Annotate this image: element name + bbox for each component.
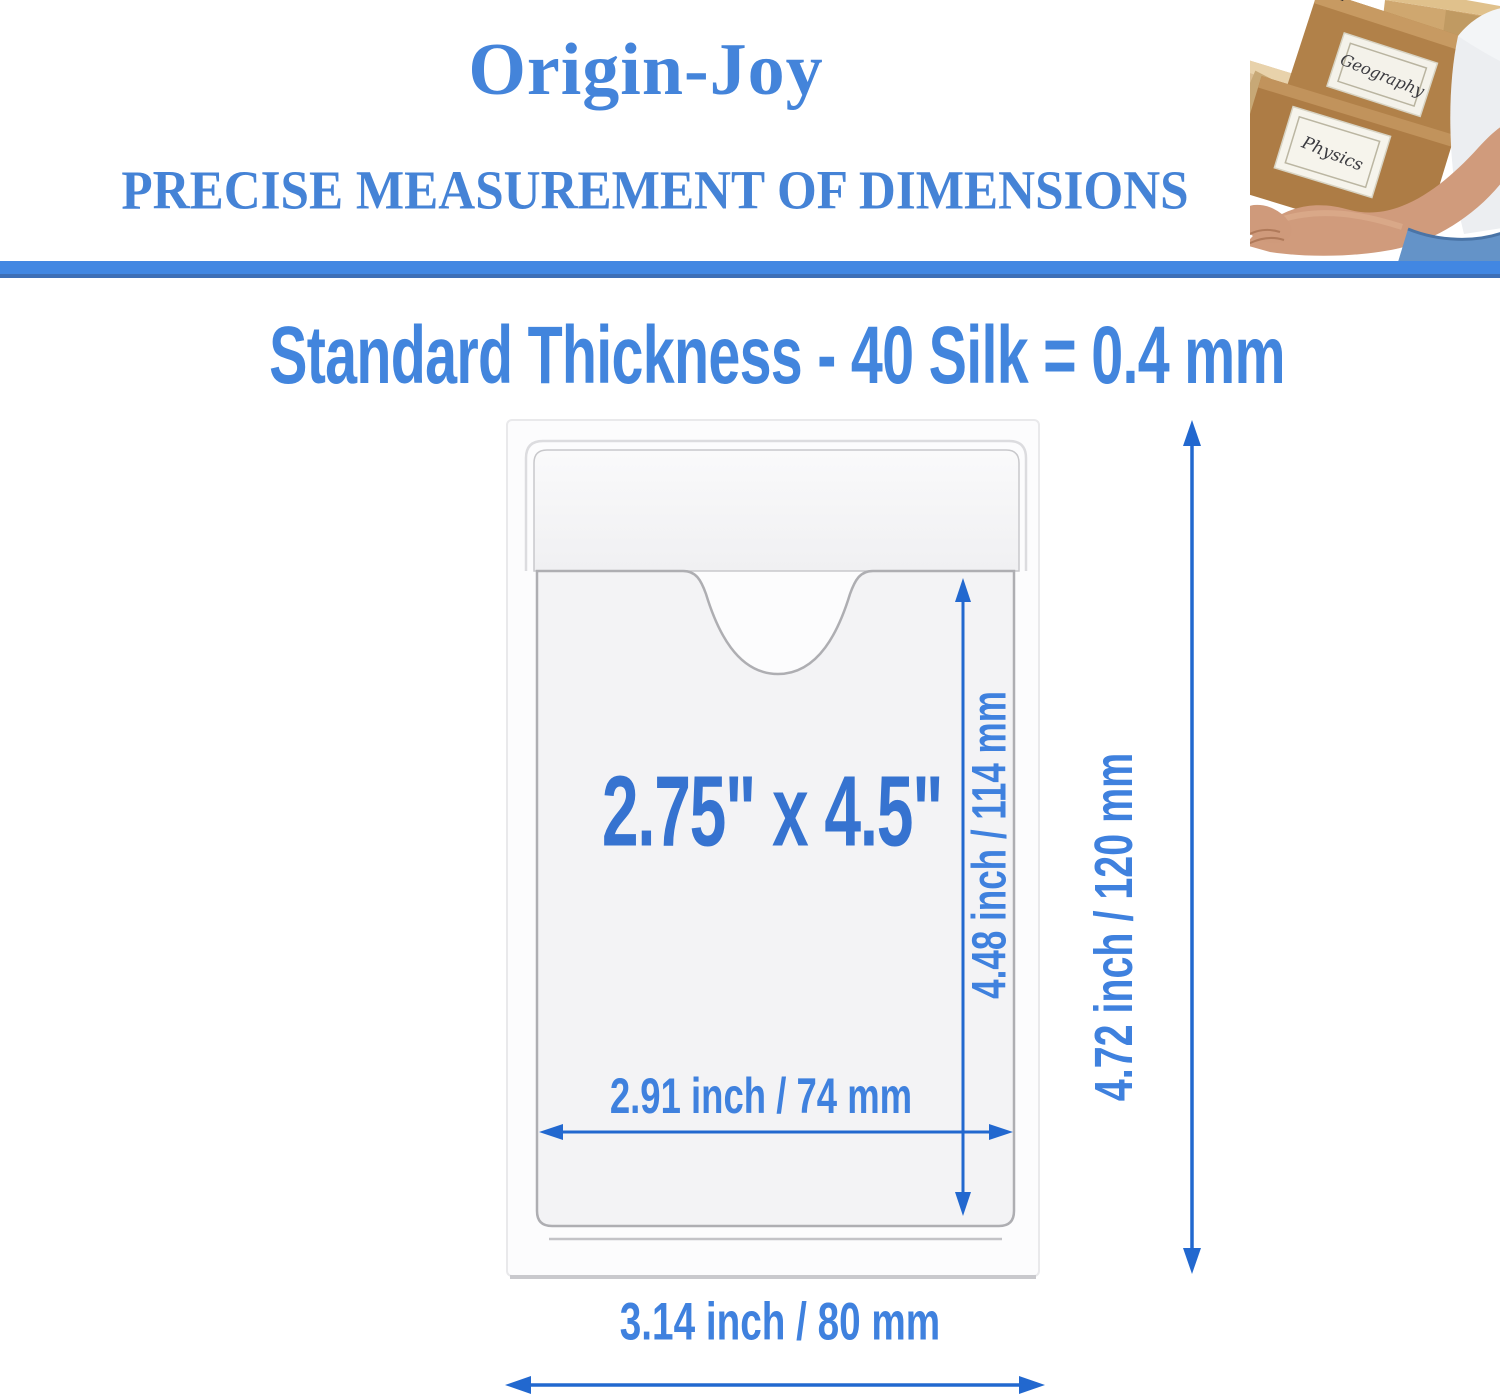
inner-width-label: 2.91 inch / 74 mm <box>554 1067 968 1125</box>
pocket-size-label: 2.75" x 4.5" <box>514 755 1030 870</box>
photo-arm <box>1250 127 1500 256</box>
product-photo: Geography Physics <box>1250 0 1500 262</box>
outer-height-text: 4.72 inch / 120 mm <box>1084 752 1144 1102</box>
thickness-heading-text: Standard Thickness - 40 Silk = 0.4 mm <box>269 310 1285 401</box>
pocket-size-text: 2.75" x 4.5" <box>601 755 944 868</box>
thickness-heading: Standard Thickness - 40 Silk = 0.4 mm <box>51 309 1500 403</box>
inner-width-text: 2.91 inch / 74 mm <box>609 1068 913 1124</box>
photo-box-bottom: Physics <box>1250 76 1455 247</box>
outer-width-arrow <box>505 1376 1045 1394</box>
outer-height-label: 4.72 inch / 120 mm <box>1083 688 1145 1165</box>
outer-height-arrow <box>1183 420 1201 1274</box>
box-label-geography <box>1326 31 1439 118</box>
pocket-flap <box>524 439 1028 572</box>
inner-height-text: 4.48 inch / 114 mm <box>963 691 1017 999</box>
photo-jeans <box>1398 227 1500 262</box>
photo-hand <box>1250 204 1292 244</box>
inner-height-label: 4.48 inch / 114 mm <box>963 634 1018 1056</box>
inner-width-arrow <box>539 1124 1013 1140</box>
tagline-text: PRECISE MEASUREMENT OF DIMENSIONS <box>121 159 1189 221</box>
outer-width-label: 3.14 inch / 80 mm <box>561 1292 1000 1353</box>
box-label-physics <box>1273 105 1392 199</box>
outer-width-text: 3.14 inch / 80 mm <box>619 1292 941 1352</box>
dimension-arrows <box>505 420 1201 1394</box>
brand-title: Origin-Joy <box>468 29 824 111</box>
divider-bar <box>0 261 1500 278</box>
inner-height-arrow <box>955 578 971 1216</box>
tagline: PRECISE MEASUREMENT OF DIMENSIONS <box>81 159 1229 222</box>
pocket-front <box>535 569 1016 1241</box>
